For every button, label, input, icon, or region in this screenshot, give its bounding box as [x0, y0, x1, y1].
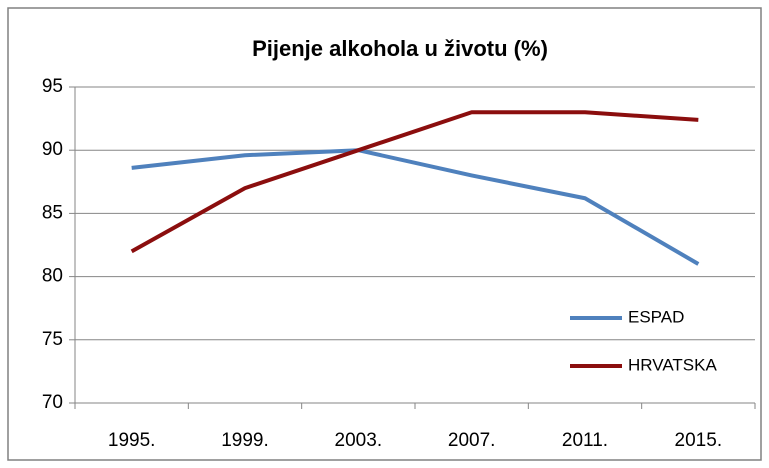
legend-label: HRVATSKA [628, 355, 717, 374]
legend-label: ESPAD [628, 307, 684, 326]
x-tick-label: 2011. [562, 430, 608, 451]
x-tick-label: 2003. [335, 430, 383, 451]
y-tick-label: 90 [42, 139, 63, 160]
y-tick-label: 70 [42, 392, 63, 413]
y-tick-label: 85 [42, 202, 63, 223]
x-tick-label: 2015. [675, 430, 723, 451]
x-tick-label: 2007. [448, 430, 496, 451]
x-tick-label: 1999. [221, 430, 269, 451]
chart-title: Pijenje alkohola u životu (%) [252, 36, 548, 61]
x-tick-label: 1995. [108, 430, 156, 451]
y-tick-label: 80 [42, 266, 63, 287]
y-tick-label: 75 [42, 329, 63, 350]
series-line [131, 148, 700, 266]
chart-border [7, 7, 762, 461]
series-line [130, 110, 699, 254]
y-tick-label: 95 [42, 76, 63, 97]
